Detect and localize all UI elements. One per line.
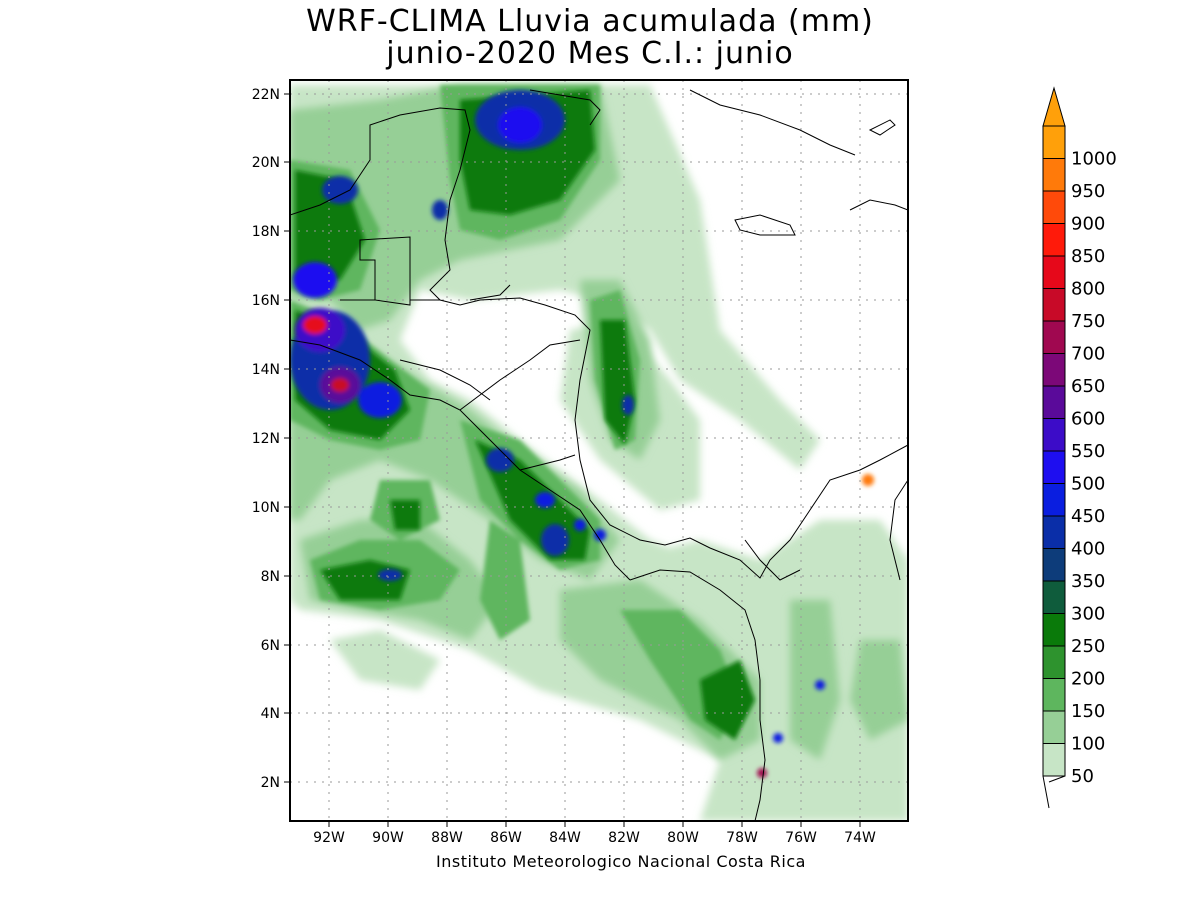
colorbar-swatch bbox=[1042, 548, 1066, 582]
lat-label: 8N bbox=[261, 569, 280, 585]
colorbar-label: 650 bbox=[1071, 376, 1105, 397]
colorbar-label: 100 bbox=[1071, 734, 1105, 755]
lat-label: 6N bbox=[261, 638, 280, 654]
colorbar-label: 250 bbox=[1071, 636, 1105, 657]
lat-label: 16N bbox=[252, 293, 280, 309]
map-title: WRF-CLIMA Lluvia acumulada (mm) bbox=[306, 4, 874, 39]
lon-label: 76W bbox=[785, 830, 817, 846]
colorbar-label: 750 bbox=[1071, 311, 1105, 332]
colorbar-label: 900 bbox=[1071, 214, 1105, 235]
colorbar-label: 800 bbox=[1071, 279, 1105, 300]
colorbar-swatch bbox=[1042, 223, 1066, 257]
lon-label: 90W bbox=[372, 830, 404, 846]
colorbar-lower-extend bbox=[1042, 775, 1066, 809]
colorbar-swatch bbox=[1042, 613, 1066, 647]
colorbar-label: 400 bbox=[1071, 539, 1105, 560]
colorbar-swatch bbox=[1042, 515, 1066, 549]
lat-label: 4N bbox=[261, 706, 280, 722]
lat-label: 18N bbox=[252, 224, 280, 240]
lon-label: 84W bbox=[549, 830, 581, 846]
lat-label: 22N bbox=[252, 87, 280, 103]
coastlines bbox=[290, 89, 908, 821]
colorbar-swatch bbox=[1042, 125, 1066, 159]
rainfall-field bbox=[290, 80, 908, 821]
lon-label: 80W bbox=[667, 830, 699, 846]
colorbar-legend: 50 100 150 200 250 300 350 400 450 500 550 600 650 70… bbox=[1042, 86, 1117, 809]
map-frame bbox=[289, 79, 909, 822]
lat-label: 12N bbox=[252, 431, 280, 447]
latitude-labels: 22N 20N 18N 16N 14N 12N 10N 8N 6N 4N 2N bbox=[252, 87, 280, 791]
colorbar-label: 1000 bbox=[1071, 149, 1117, 170]
colorbar-swatch bbox=[1042, 645, 1066, 679]
colorbar-label: 450 bbox=[1071, 506, 1105, 527]
lat-label: 14N bbox=[252, 362, 280, 378]
lat-label: 20N bbox=[252, 155, 280, 171]
colorbar-swatch bbox=[1042, 190, 1066, 224]
colorbar-label: 200 bbox=[1071, 669, 1105, 690]
colorbar-swatch bbox=[1042, 710, 1066, 744]
colorbar-label: 350 bbox=[1071, 571, 1105, 592]
colorbar-swatch bbox=[1042, 288, 1066, 322]
longitude-labels: 92W 90W 88W 86W 84W 82W 80W 78W 76W 74W bbox=[313, 830, 876, 846]
lon-label: 82W bbox=[608, 830, 640, 846]
map-subtitle: junio-2020 Mes C.I.: junio bbox=[386, 36, 794, 71]
lon-label: 86W bbox=[490, 830, 522, 846]
colorbar-swatch bbox=[1042, 255, 1066, 289]
lon-label: 92W bbox=[313, 830, 345, 846]
colorbar-swatch bbox=[1042, 678, 1066, 712]
colorbar-upper-extend bbox=[1042, 86, 1066, 127]
colorbar-swatch bbox=[1042, 743, 1066, 777]
footer-credit: Instituto Meteorologico Nacional Costa R… bbox=[436, 852, 806, 871]
colorbar-label: 600 bbox=[1071, 409, 1105, 430]
colorbar-label: 150 bbox=[1071, 701, 1105, 722]
lon-label: 74W bbox=[844, 830, 876, 846]
colorbar-label: 300 bbox=[1071, 604, 1105, 625]
colorbar-label: 950 bbox=[1071, 181, 1105, 202]
lat-label: 10N bbox=[252, 500, 280, 516]
colorbar-swatch bbox=[1042, 320, 1066, 354]
lat-label: 2N bbox=[261, 775, 280, 791]
colorbar-label: 700 bbox=[1071, 344, 1105, 365]
colorbar-label: 50 bbox=[1071, 766, 1094, 787]
lon-label: 88W bbox=[431, 830, 463, 846]
colorbar-swatch bbox=[1042, 580, 1066, 614]
colorbar-label: 550 bbox=[1071, 441, 1105, 462]
colorbar-label: 500 bbox=[1071, 474, 1105, 495]
colorbar-swatch bbox=[1042, 450, 1066, 484]
colorbar-swatch bbox=[1042, 385, 1066, 419]
colorbar-label: 850 bbox=[1071, 246, 1105, 267]
colorbar-swatch bbox=[1042, 418, 1066, 452]
colorbar-swatch bbox=[1042, 158, 1066, 192]
lon-label: 78W bbox=[726, 830, 758, 846]
colorbar-swatch bbox=[1042, 353, 1066, 387]
colorbar-swatch bbox=[1042, 483, 1066, 517]
